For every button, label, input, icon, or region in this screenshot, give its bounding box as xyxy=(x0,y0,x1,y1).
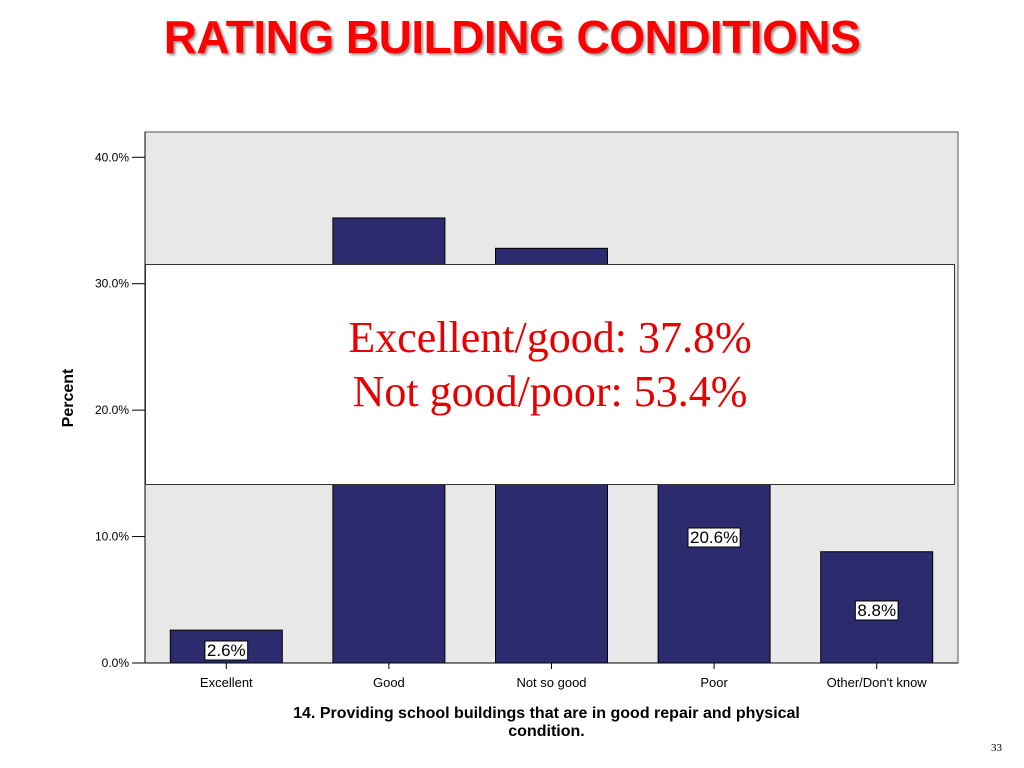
y-tick-label: 30.0% xyxy=(95,277,129,291)
summary-callout: Excellent/good: 37.8% Not good/poor: 53.… xyxy=(145,264,955,485)
x-category-label: Not so good xyxy=(516,675,586,690)
y-tick-label: 10.0% xyxy=(95,530,129,544)
y-axis: 0.0% 10.0% 20.0% 30.0% 40.0% xyxy=(95,132,146,670)
callout-not-good-poor: Not good/poor: 53.4% xyxy=(352,366,748,416)
data-label: 8.8% xyxy=(854,600,899,621)
x-axis-title-line-1: 14. Providing school buildings that are … xyxy=(293,705,800,722)
data-labels-group: 2.6% 20.6% 8.8% xyxy=(204,527,899,661)
y-tick-label: 40.0% xyxy=(95,150,129,164)
x-category-label: Excellent xyxy=(200,675,253,690)
svg-text:8.8%: 8.8% xyxy=(857,601,896,620)
y-tick-label: 20.0% xyxy=(95,403,129,417)
x-category-label: Good xyxy=(373,675,405,690)
slide-title: RATING BUILDING CONDITIONS xyxy=(163,11,861,63)
x-category-label: Other/Don't know xyxy=(827,675,928,690)
data-label: 2.6% xyxy=(204,640,249,661)
y-tick-label: 0.0% xyxy=(102,656,130,670)
y-axis-title: Percent xyxy=(60,368,77,427)
x-category-label: Poor xyxy=(700,675,728,690)
page-number: 33 xyxy=(991,742,1002,754)
x-axis: Excellent Good Not so good Poor Other/Don't … xyxy=(145,662,958,690)
svg-text:2.6%: 2.6% xyxy=(207,641,246,660)
data-label: 20.6% xyxy=(687,527,741,548)
callout-excellent-good: Excellent/good: 37.8% xyxy=(348,312,752,362)
svg-text:20.6%: 20.6% xyxy=(690,528,738,547)
x-axis-title-line-2: condition. xyxy=(508,723,584,740)
